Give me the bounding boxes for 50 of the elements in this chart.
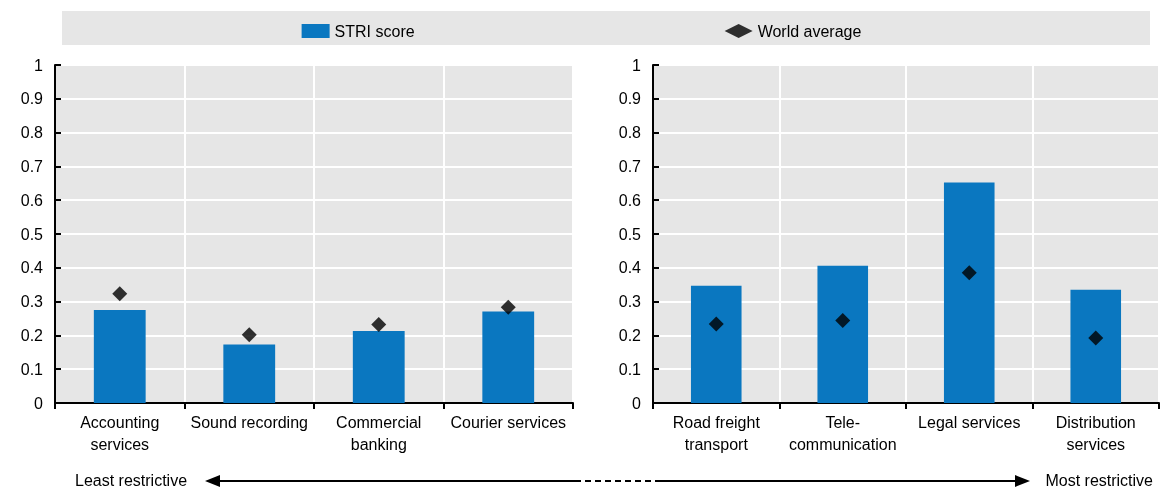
y-tick-label: 0 [632,394,642,412]
bar [482,311,535,403]
y-tick-label: 0.2 [20,326,44,344]
x-tick-label: Accounting services [80,413,160,453]
y-tick-label: 0.2 [618,326,642,344]
x-tick-label: Courier services [450,413,567,431]
y-tick-label: 0.4 [618,259,642,277]
x-tick-label: Legal services [918,413,1021,431]
point [1088,330,1104,346]
y-tick-label: 0.1 [20,360,44,378]
bar [93,310,146,403]
y-tick-label: 0.9 [618,90,642,108]
y-tick-label: 0.1 [618,360,642,378]
bar [817,265,869,403]
y-tick-label: 0 [34,394,44,412]
x-tick-label: Sound recording [190,413,308,431]
bar [223,344,276,403]
text: Least restrictive [75,471,188,489]
point [500,299,516,315]
bar [1070,289,1122,403]
y-tick-label: 0.7 [618,157,642,175]
y-tick-label: 0.7 [20,157,44,175]
y-tick-label: 1 [34,56,44,74]
x-tick-label: Road freight transport [672,413,761,453]
x-tick-label: Distribution services [1055,413,1136,453]
y-tick-label: 0.5 [618,225,642,243]
point [241,327,257,343]
point [371,317,387,333]
y-tick-label: 1 [632,56,642,74]
bar [943,182,995,403]
y-tick-label: 0.4 [20,259,44,277]
y-tick-label: 0.6 [20,191,44,209]
x-tick-label: Commercial banking [336,413,422,453]
x-tick-label: Tele- communication [788,413,897,453]
bar [352,331,405,403]
y-tick-label: 0.8 [618,124,642,142]
y-tick-label: 0.3 [20,293,44,311]
text: Most restrictive [1045,471,1154,489]
point [961,265,977,281]
point [708,316,724,332]
point [112,286,128,302]
bar [690,285,742,403]
point [835,313,851,329]
y-tick-label: 0.8 [20,124,44,142]
y-tick-label: 0.3 [618,293,642,311]
legend-label: STRI score [334,22,415,40]
legend-label: World average [757,22,862,40]
y-tick-label: 0.6 [618,191,642,209]
y-tick-label: 0.9 [20,90,44,108]
y-tick-label: 0.5 [20,225,44,243]
